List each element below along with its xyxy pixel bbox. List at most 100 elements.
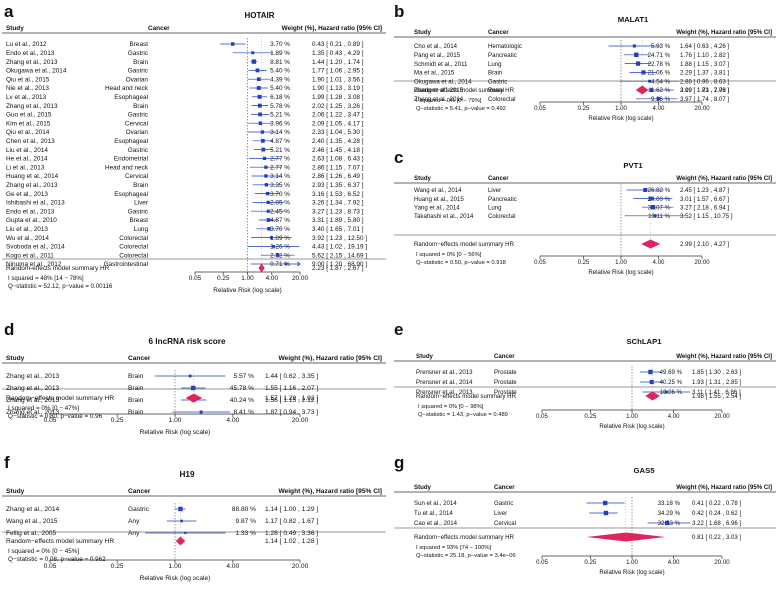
header-cancer: Cancer (494, 484, 515, 491)
row-hr-ci: 1.44 [ 0.62 , 3.35 ] (265, 373, 318, 380)
row-weight: 4.87 % (270, 138, 290, 145)
study-point (635, 61, 641, 66)
row-hr-ci: 1.76 [ 1.10 , 2.82 ] (680, 52, 729, 59)
study-point (603, 500, 608, 506)
panel-letter: c (394, 148, 404, 167)
row-study-label: Zhang et al., 2015 (414, 87, 464, 94)
row-hr-ci: 0.43 [ 0.21 , 0.89 ] (312, 41, 364, 48)
row-hr-ci: 1.44 [ 1.20 , 1.74 ] (312, 59, 364, 66)
study-point (184, 531, 187, 535)
x-tick-label: 20.00 (714, 413, 730, 420)
forest-plot: PVT1 Study Cancer Weight (%), Hazard ratio … (394, 161, 776, 276)
row-weight: 8.81 % (270, 59, 290, 66)
row-cancer-label: Brain (488, 70, 502, 77)
row-hr-ci: 2.93 [ 1.35 , 6.37 ] (312, 182, 364, 189)
x-tick-label: 0.05 (536, 559, 548, 566)
row-study-label: Li et al., 2013 (6, 164, 45, 171)
heterogeneity-stat: I squared = 0% [0 − 98%] (418, 404, 484, 410)
row-study-label: Liu et al., 2014 (6, 147, 48, 154)
row-weight: 2.85 % (270, 200, 290, 207)
summary-hr-ci: 2.99 [ 2.10 , 4.27 ] (680, 241, 729, 248)
x-tick-label: 1.00 (615, 105, 627, 112)
row-study-label: Ishibashi et al., 2013 (6, 200, 65, 207)
row-hr-ci: 1.90 [ 1.01 , 3.56 ] (312, 76, 364, 83)
study-point (284, 262, 288, 266)
x-axis-label: Relative Risk (log scale) (599, 569, 664, 576)
x-tick-label: 0.25 (578, 259, 590, 266)
panel-letter: d (4, 320, 15, 339)
row-weight: 5.21 % (270, 112, 290, 119)
row-study-label: Schmidt et al., 2011 (414, 61, 468, 68)
row-hr-ci: 2.02 [ 1.25 , 3.26 ] (312, 103, 364, 110)
row-cancer-label: Esophageal (114, 191, 148, 198)
row-weight: 49.69 % (660, 369, 683, 376)
row-cancer-label: Breast (130, 41, 149, 48)
header-study: Study (414, 29, 432, 36)
plot-title: H19 (179, 470, 194, 479)
row-cancer-label: Liver (134, 200, 149, 207)
row-hr-ci: 1.85 [ 1.30 , 2.63 ] (692, 369, 741, 376)
plot-title: HOTAIR (244, 11, 274, 20)
x-tick-label: 0.25 (111, 417, 124, 424)
row-weight: 21.06 % (648, 70, 671, 77)
row-cancer-label: Gastric (128, 208, 149, 215)
row-study-label: Yang et al., 2014 (414, 204, 460, 211)
row-weight: 9.87 % (235, 518, 256, 525)
header-study: Study (6, 25, 24, 32)
row-weight: 10.06 % (660, 389, 683, 396)
header-weight: Weight (%), Hazard ratio [95% CI] (282, 25, 382, 32)
summary-hr-ci: 2.23 [ 1.87 , 2.67 ] (312, 265, 364, 272)
study-point (199, 410, 203, 414)
row-hr-ci: 1.14 [ 1.00 , 1.29 ] (265, 506, 318, 513)
row-cancer-label: Brain (128, 373, 144, 380)
row-cancer-label: Prostate (494, 369, 517, 376)
row-weight: 2.77 % (270, 164, 290, 171)
row-hr-ci: 2.45 [ 1.23 , 4.87 ] (680, 187, 729, 194)
row-weight: 40.24 % (230, 397, 254, 404)
x-tick-label: 0.25 (584, 413, 596, 420)
row-weight: 11.62 % (648, 87, 670, 94)
panel-letter: a (4, 2, 14, 21)
heterogeneity-stat: I squared = 0% [0 − 79%] (416, 98, 482, 104)
x-tick-label: 4.00 (668, 413, 680, 420)
row-study-label: Svoboda et al., 2014 (6, 244, 65, 251)
row-cancer-label: Head and neck (105, 164, 149, 171)
row-weight: 39.07 % (648, 204, 671, 211)
row-hr-ci: 3.09 [ 1.81 , 7.03 ] (680, 87, 729, 94)
row-hr-ci: 1.87 [ 0.94 , 3.73 ] (265, 409, 318, 416)
plot-title: SChLAP1 (626, 337, 662, 346)
summary-diamond (258, 263, 265, 273)
row-study-label: Prensner et al., 2013 (416, 389, 473, 396)
row-weight: 4.39 % (270, 76, 290, 83)
row-weight: 8.41 % (233, 409, 254, 416)
row-study-label: Wang et al., 2015 (6, 518, 58, 525)
row-cancer-label: Gastric (128, 506, 150, 513)
forest-plot: H19 Study Cancer Weight (%), Hazard ratio [… (2, 470, 386, 582)
row-study-label: Huang et al., 2014 (6, 173, 59, 180)
x-axis-label: Relative Risk (log scale) (599, 423, 664, 430)
study-point (272, 245, 275, 248)
forest-panel-gas5: g GAS5 Study Cancer Weight (%), Hazard rati… (392, 451, 778, 594)
x-axis-label: Relative Risk (log scale) (213, 287, 282, 294)
x-tick-label: 0.05 (534, 259, 546, 266)
row-hr-ci: 3.26 [ 1.34 , 7.92 ] (312, 200, 364, 207)
row-cancer-label: Liver (494, 510, 507, 517)
row-study-label: Wang et al., 2014 (414, 187, 462, 194)
study-point (634, 52, 639, 57)
study-point (276, 253, 280, 257)
row-study-label: Liu et al., 2013 (6, 226, 48, 233)
row-cancer-label: Cervical (125, 173, 148, 180)
row-weight: 3.14 % (270, 173, 290, 180)
x-axis-label: Relative Risk (log scale) (588, 115, 653, 122)
study-point (260, 130, 264, 134)
heterogeneity-stat: Q−statistic = 25.18, p−value = 3.4e−06 (416, 553, 516, 559)
row-study-label: Prensner et al., 2013 (416, 369, 473, 376)
row-study-label: Sun et al., 2014 (414, 500, 457, 507)
row-study-label: Zhang et al., 2013 (6, 409, 59, 416)
row-cancer-label: Cervical (494, 520, 516, 527)
row-hr-ci: 3.31 [ 1.89 , 5.80 ] (312, 217, 364, 224)
x-tick-label: 20.00 (694, 105, 710, 112)
x-axis-label: Relative Risk (log scale) (140, 575, 211, 582)
row-study-label: Endo et al., 2013 (6, 50, 55, 57)
row-weight: 2.77 % (270, 156, 290, 163)
